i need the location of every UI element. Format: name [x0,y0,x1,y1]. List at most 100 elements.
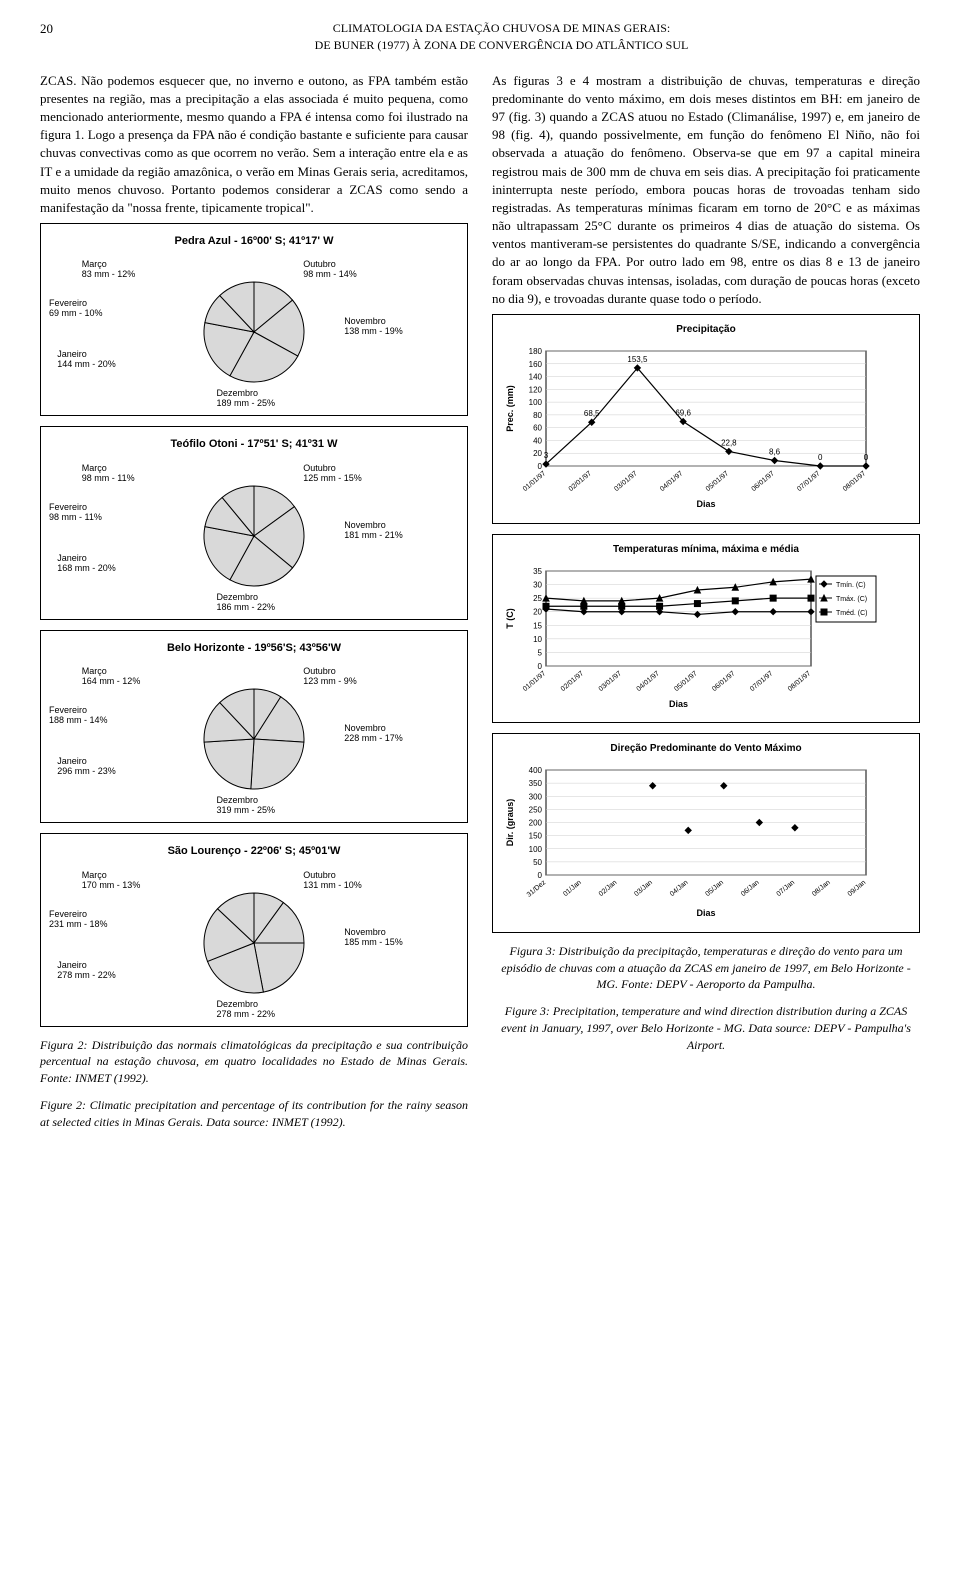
svg-text:400: 400 [529,766,543,775]
pie-canvas: Outubro125 mm - 15%Novembro181 mm - 21%D… [49,461,459,611]
svg-text:30: 30 [533,580,542,589]
svg-text:Dir. (graus): Dir. (graus) [505,799,515,847]
svg-text:200: 200 [529,819,543,828]
header-title-line1: CLIMATOLOGIA DA ESTAÇÃO CHUVOSA DE MINAS… [83,20,920,37]
chart-canvas: 0 50 100 150 200 250 300 350 400 31/Dez 01/Jan 02/J… [501,760,911,924]
svg-text:Prec. (mm): Prec. (mm) [505,385,515,432]
pie-slice-label: Fevereiro188 mm - 14% [49,706,108,726]
pie-slice-label: Março98 mm - 11% [82,464,135,484]
pie-slice-label: Janeiro278 mm - 22% [57,961,116,981]
svg-text:09/Jan: 09/Jan [847,879,868,898]
pie-slice-label: Janeiro144 mm - 20% [57,350,116,370]
pie-slice-label: Março83 mm - 12% [82,260,136,280]
pie-title: Pedra Azul - 16º00' S; 41º17' W [49,234,459,249]
svg-text:25: 25 [533,594,542,603]
fig3-caption-en: Figure 3: Precipitation, temperature and… [492,1003,920,1053]
pie-title: Belo Horizonte - 19º56'S; 43º56'W [49,641,459,656]
pie-canvas: Outubro131 mm - 10%Novembro185 mm - 15%D… [49,868,459,1018]
svg-text:60: 60 [533,424,542,433]
pie-slice-label: Novembro138 mm - 19% [344,317,403,337]
pie-slice-label: Janeiro296 mm - 23% [57,757,116,777]
pie-title: São Lourenço - 22º06' S; 45º01'W [49,844,459,859]
pie-sao-lourenco: São Lourenço - 22º06' S; 45º01'W Outubro… [40,833,468,1026]
page-header: 20 CLIMATOLOGIA DA ESTAÇÃO CHUVOSA DE MI… [40,20,920,54]
svg-text:02/01/97: 02/01/97 [560,670,585,693]
svg-text:03/Jan: 03/Jan [633,879,654,898]
fig3-caption-pt: Figura 3: Distribuição da precipitação, … [492,943,920,993]
svg-text:04/01/97: 04/01/97 [635,670,660,693]
svg-text:150: 150 [529,832,543,841]
svg-text:100: 100 [529,845,543,854]
wind-chart: Direção Predominante do Vento Máximo 0 50… [492,733,920,933]
svg-text:Dias: Dias [669,699,688,709]
svg-text:Dias: Dias [696,908,715,918]
svg-text:69,6: 69,6 [675,409,691,418]
svg-text:01/01/97: 01/01/97 [522,670,547,693]
svg-text:02/Jan: 02/Jan [598,879,619,898]
svg-text:5: 5 [538,648,543,657]
svg-text:Tmín. (C): Tmín. (C) [836,582,866,589]
svg-text:Dias: Dias [696,499,715,509]
svg-text:350: 350 [529,779,543,788]
svg-text:120: 120 [529,385,543,394]
svg-text:3: 3 [544,451,549,460]
svg-text:0: 0 [538,662,543,671]
svg-text:0: 0 [538,462,543,471]
pie-slice-label: Fevereiro69 mm - 10% [49,299,103,319]
svg-text:8,6: 8,6 [769,448,781,457]
chart-canvas: 02040608010012014016018001/01/9702/01/97… [501,341,911,515]
pie-teofilo: Teófilo Otoni - 17º51' S; 41º31 W Outubr… [40,426,468,619]
body-columns: ZCAS. Não podemos esquecer que, no inver… [40,72,920,1139]
pie-slice-label: Novembro181 mm - 21% [344,521,403,541]
svg-text:140: 140 [529,373,543,382]
temp-chart: Temperaturas mínima, máxima e média 0510… [492,534,920,724]
svg-text:T (C): T (C) [505,608,515,629]
pie-slice-label: Março164 mm - 12% [82,667,141,687]
fig2-caption-pt: Figura 2: Distribuição das normais clima… [40,1037,468,1087]
right-paragraph: As figuras 3 e 4 mostram a distribuição … [492,72,920,308]
chart-title: Direção Predominante do Vento Máximo [501,742,911,756]
svg-text:153,5: 153,5 [627,355,648,364]
pie-slice-label: Novembro228 mm - 17% [344,724,403,744]
pie-title: Teófilo Otoni - 17º51' S; 41º31 W [49,437,459,452]
svg-text:04/01/97: 04/01/97 [659,470,684,493]
svg-text:31/Dez: 31/Dez [526,879,548,899]
svg-text:20: 20 [533,449,542,458]
svg-text:80: 80 [533,411,542,420]
precip-chart: Precipitação 02040608010012014016018001/… [492,314,920,524]
pie-slice-label: Fevereiro231 mm - 18% [49,910,108,930]
chart-canvas: 0510152025303501/01/9702/01/9703/01/9704… [501,561,911,715]
svg-text:06/01/97: 06/01/97 [711,670,736,693]
svg-text:35: 35 [533,567,542,576]
pie-slice-label: Março170 mm - 13% [82,871,141,891]
left-paragraph: ZCAS. Não podemos esquecer que, no inver… [40,72,468,218]
svg-text:20: 20 [533,607,542,616]
chart-title: Precipitação [501,323,911,337]
svg-text:05/01/97: 05/01/97 [673,670,698,693]
svg-text:22,8: 22,8 [721,438,737,447]
svg-text:250: 250 [529,806,543,815]
pie-pedra-azul: Pedra Azul - 16º00' S; 41º17' W Outubro9… [40,223,468,416]
pie-canvas: Outubro98 mm - 14%Novembro138 mm - 19%De… [49,257,459,407]
svg-text:0: 0 [538,871,543,880]
svg-text:05/01/97: 05/01/97 [705,470,730,493]
pie-canvas: Outubro123 mm - 9%Novembro228 mm - 17%De… [49,664,459,814]
svg-text:50: 50 [533,858,542,867]
chart-title: Temperaturas mínima, máxima e média [501,543,911,557]
header-title: CLIMATOLOGIA DA ESTAÇÃO CHUVOSA DE MINAS… [83,20,920,54]
svg-text:01/01/97: 01/01/97 [522,470,547,493]
svg-text:06/01/97: 06/01/97 [750,470,775,493]
svg-text:03/01/97: 03/01/97 [598,670,623,693]
svg-text:01/Jan: 01/Jan [562,879,583,898]
left-column: ZCAS. Não podemos esquecer que, no inver… [40,72,468,1139]
svg-text:0: 0 [818,453,823,462]
svg-text:07/01/97: 07/01/97 [749,670,774,693]
svg-text:06/Jan: 06/Jan [740,879,761,898]
svg-text:68,5: 68,5 [584,409,600,418]
header-title-line2: DE BUNER (1977) À ZONA DE CONVERGÊNCIA D… [83,37,920,54]
svg-text:02/01/97: 02/01/97 [568,470,593,493]
svg-text:40: 40 [533,436,542,445]
pie-bh: Belo Horizonte - 19º56'S; 43º56'W Outubr… [40,630,468,823]
svg-text:300: 300 [529,792,543,801]
svg-text:08/Jan: 08/Jan [811,879,832,898]
